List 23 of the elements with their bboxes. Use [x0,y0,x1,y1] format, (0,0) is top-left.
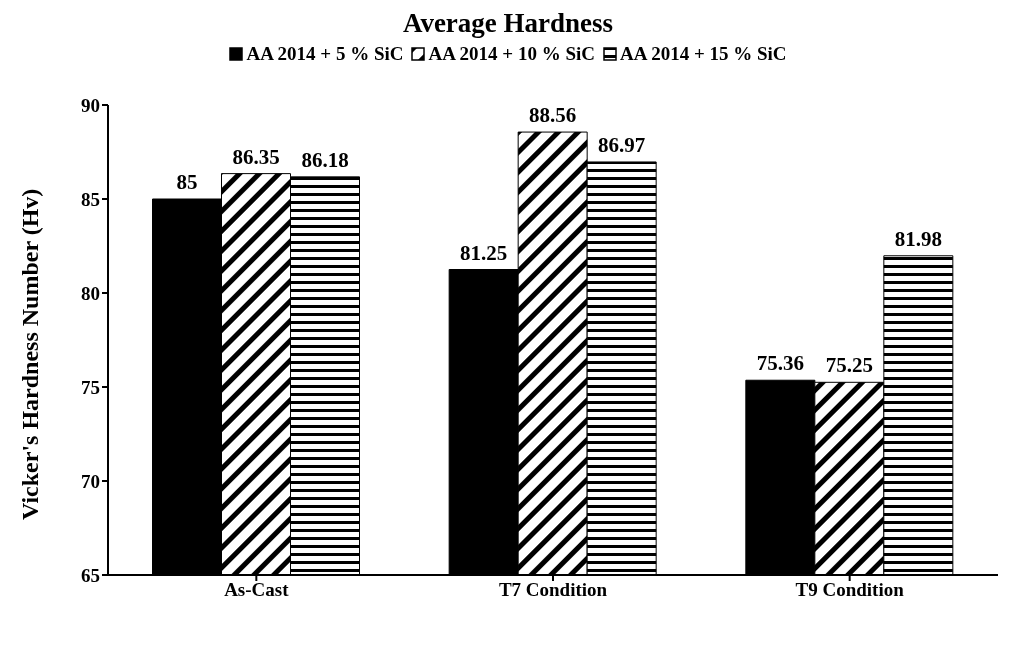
y-tick-label: 80 [81,282,100,304]
data-label: 81.98 [894,226,942,251]
y-tick-label: 75 [81,376,100,398]
data-label: 86.35 [232,144,280,169]
data-label: 75.36 [756,351,804,376]
y-tick-label: 65 [81,564,100,586]
y-tick-label: 70 [81,470,100,492]
x-tick-label: As-Cast [224,579,290,601]
data-label: 85 [176,170,198,194]
legend-label: AA 2014 + 15 % SiC [620,43,787,65]
data-label: 88.56 [529,103,577,128]
data-label: 75.25 [825,353,873,378]
data-label: 86.18 [301,147,349,172]
y-tick-label: 90 [81,94,100,116]
data-label: 86.97 [598,132,646,157]
chart-title: Average Hardness [401,8,615,39]
y-tick-label: 85 [81,188,100,210]
x-tick-label: T7 Condition [498,579,608,601]
legend-label: AA 2014 + 10 % SiC [428,43,596,65]
y-axis-title: Vicker's Hardness Number (Hv) [16,188,43,520]
legend-label: AA 2014 + 5 % SiC [246,43,404,65]
x-tick-label: T9 Condition [795,579,905,601]
data-label: 81.25 [460,240,508,265]
